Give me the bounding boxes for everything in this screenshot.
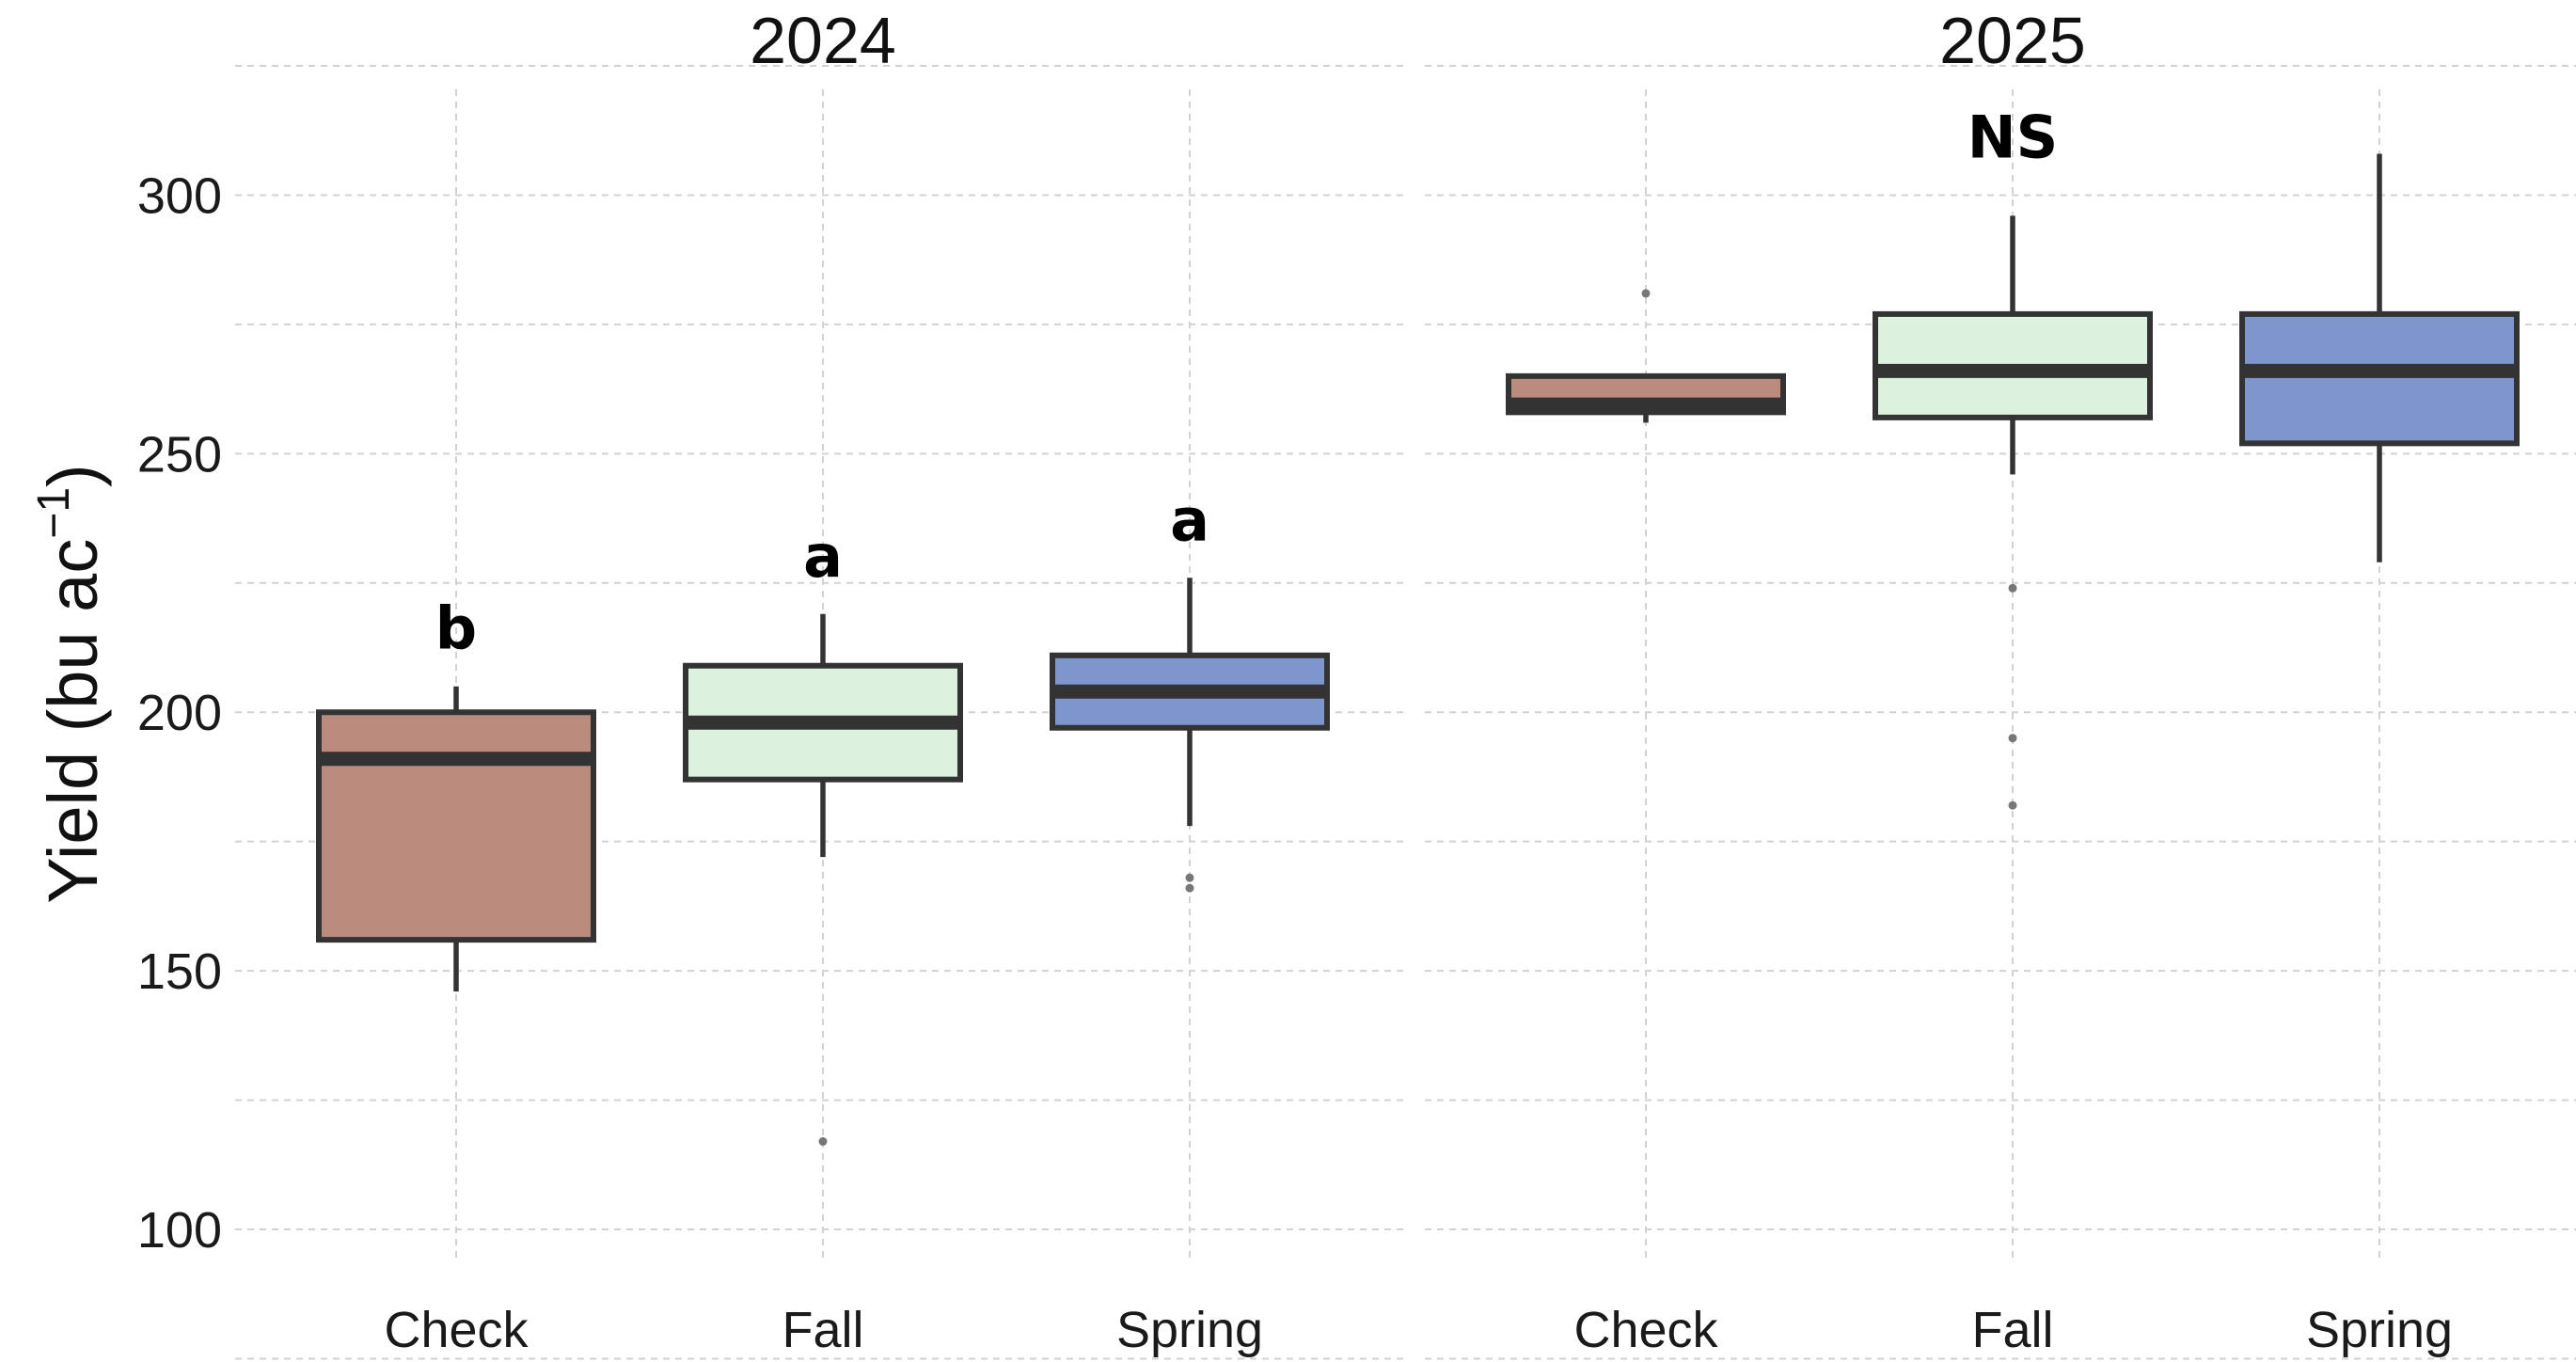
x-tick-label: Fall [782,1302,863,1358]
significance-annotation: NS [1968,103,2059,171]
x-tick-label: Spring [2306,1302,2453,1358]
y-axis-title-text: Yield (bu ac [34,539,112,904]
box-spring [2239,153,2520,562]
box-layer [316,153,2520,1147]
box-spring [1050,578,1330,893]
significance-letter: a [1170,485,1209,554]
y-tick-label: 100 [137,1202,222,1259]
outlier-point [818,1137,828,1147]
box-fall [683,613,963,1147]
significance-letter: a [803,522,843,591]
x-tick-label: Check [384,1302,529,1358]
iqr-box [2239,310,2520,447]
y-axis-title: Yield (bu ac−1) [29,464,112,903]
outlier-point [1185,873,1194,882]
box-fall [1873,215,2153,810]
y-tick-label: 250 [137,426,222,483]
outlier-point [2008,734,2017,743]
label-layer: 100 150 200 250 300 2024 Check Fall Spring b a a 202… [137,4,2453,1358]
panel-title: 2024 [750,4,896,77]
outlier-point [2008,800,2017,810]
outlier-point [1185,883,1194,893]
y-tick-label: 200 [137,685,222,741]
significance-letter: b [435,594,477,663]
outlier-point [2008,583,2017,593]
y-axis-title-superscript: −1 [29,487,79,539]
y-tick-label: 300 [137,167,222,224]
panel-title: 2025 [1939,4,2086,77]
y-axis-title-close: ) [34,464,112,487]
x-tick-label: Fall [1971,1302,2053,1358]
box-check [316,686,596,992]
iqr-box [316,709,596,943]
x-tick-label: Check [1573,1302,1718,1358]
x-tick-label: Spring [1116,1302,1263,1358]
outlier-point [1641,289,1651,298]
box-check [1506,289,1786,423]
y-tick-label: 150 [137,943,222,1000]
